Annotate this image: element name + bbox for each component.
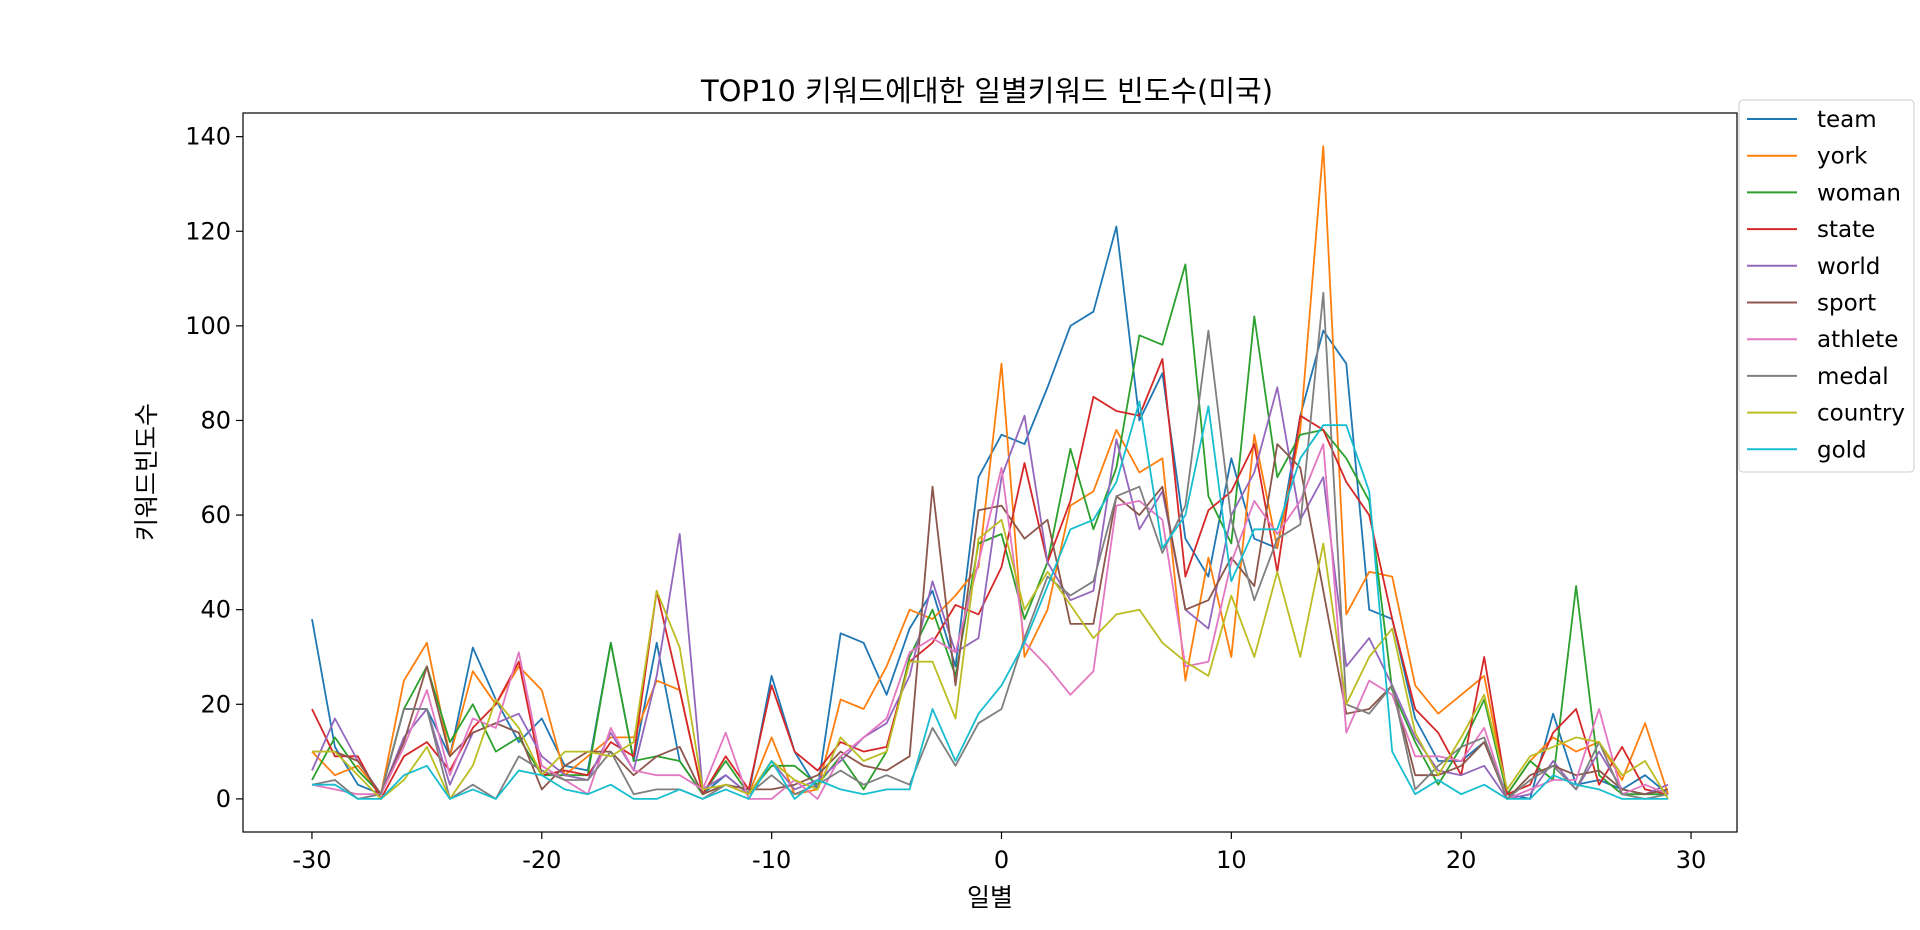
legend-label-medal: medal bbox=[1817, 364, 1889, 390]
y-axis: 0 20 40 60 80 100 120 140 bbox=[185, 123, 243, 813]
chart-title: TOP10 키워드에대한 일별키워드 빈도수(미국) bbox=[700, 74, 1273, 108]
series-line-york bbox=[311, 145, 1669, 796]
plot-area bbox=[242, 112, 1738, 833]
x-tick-label: 10 bbox=[1216, 846, 1247, 874]
series-layer bbox=[311, 145, 1669, 800]
x-tick-label: 0 bbox=[994, 846, 1009, 874]
legend-label-state: state bbox=[1817, 217, 1875, 243]
y-tick-label: 60 bbox=[200, 501, 231, 529]
y-tick-label: 120 bbox=[185, 217, 231, 245]
y-tick-label: 0 bbox=[216, 785, 231, 813]
x-tick-label: -20 bbox=[522, 846, 561, 874]
x-tick-label: 30 bbox=[1676, 846, 1707, 874]
series-line-gold bbox=[312, 400, 1668, 800]
x-axis-label: 일별 bbox=[967, 883, 1013, 912]
legend-label-team: team bbox=[1817, 107, 1877, 133]
series-line-state bbox=[311, 358, 1669, 800]
x-tick-label: 20 bbox=[1446, 846, 1477, 874]
legend-label-gold: gold bbox=[1817, 437, 1867, 463]
legend-label-woman: woman bbox=[1817, 180, 1901, 206]
series-line-athlete bbox=[311, 443, 1669, 800]
y-axis-label: 키워드빈도수 bbox=[132, 403, 161, 541]
plot-frame bbox=[242, 112, 1738, 833]
series-line-country bbox=[312, 518, 1669, 800]
legend-label-athlete: athlete bbox=[1817, 327, 1898, 353]
series-line-team bbox=[311, 225, 1669, 800]
x-axis: -30 -20 -10 0 10 20 30 bbox=[292, 832, 1706, 874]
y-tick-label: 140 bbox=[185, 123, 231, 151]
x-tick-label: -30 bbox=[292, 846, 331, 874]
y-tick-label: 20 bbox=[200, 690, 231, 718]
y-tick-label: 40 bbox=[200, 596, 231, 624]
series-line-sport bbox=[312, 443, 1669, 800]
legend: team york woman state world sport athlete medal… bbox=[1738, 99, 1915, 473]
legend-label-sport: sport bbox=[1817, 291, 1876, 317]
legend-label-york: york bbox=[1817, 144, 1868, 170]
legend-label-country: country bbox=[1817, 401, 1905, 427]
y-tick-label: 100 bbox=[185, 312, 231, 340]
y-tick-label: 80 bbox=[200, 406, 231, 434]
x-tick-label: -10 bbox=[752, 846, 791, 874]
legend-label-world: world bbox=[1817, 254, 1880, 280]
